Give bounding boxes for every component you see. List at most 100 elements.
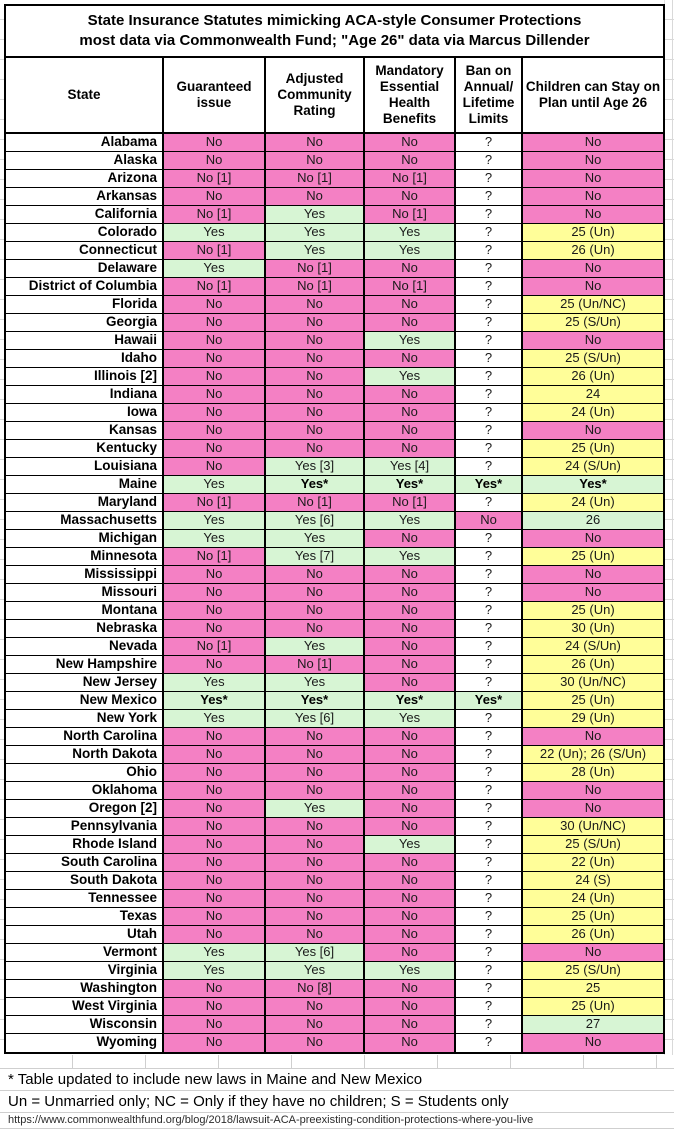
value-cell: No bbox=[365, 620, 456, 637]
value-cell: Yes* bbox=[365, 692, 456, 709]
value-cell: No bbox=[164, 656, 266, 673]
value-cell: No bbox=[523, 944, 663, 961]
value-cell: No bbox=[365, 764, 456, 781]
value-cell: 25 (Un/NC) bbox=[523, 296, 663, 313]
table-row: Kentucky No No No? 25 (Un) bbox=[6, 440, 663, 458]
value-cell: 25 (S/Un) bbox=[523, 962, 663, 979]
value-cell: Yes bbox=[365, 710, 456, 727]
table-row: Nevada No [1] Yes No? 24 (S/Un) bbox=[6, 638, 663, 656]
table-row: West Virginia No No No? 25 (Un) bbox=[6, 998, 663, 1016]
value-cell: No bbox=[266, 1016, 365, 1033]
value-cell: No bbox=[266, 1034, 365, 1052]
value-cell: No bbox=[365, 1034, 456, 1052]
value-cell: 25 (Un) bbox=[523, 602, 663, 619]
table-row: Louisiana No Yes [3] Yes [4]? 24 (S/Un) bbox=[6, 458, 663, 476]
value-cell: No bbox=[365, 566, 456, 583]
state-cell: Ohio bbox=[6, 764, 164, 781]
table-row: North Carolina No No No? No bbox=[6, 728, 663, 746]
value-cell: 24 (S/Un) bbox=[523, 638, 663, 655]
table-row: Arizona No [1] No [1] No [1]? No bbox=[6, 170, 663, 188]
value-cell: No bbox=[365, 422, 456, 439]
table-row: Kansas No No No? No bbox=[6, 422, 663, 440]
value-cell: 26 (Un) bbox=[523, 368, 663, 385]
value-cell: 26 bbox=[523, 512, 663, 529]
value-cell: No bbox=[523, 134, 663, 151]
value-cell: 25 (S/Un) bbox=[523, 314, 663, 331]
table-row: Virginia Yes Yes Yes? 25 (S/Un) bbox=[6, 962, 663, 980]
value-cell: 22 (Un); 26 (S/Un) bbox=[523, 746, 663, 763]
value-cell: Yes bbox=[266, 242, 365, 259]
value-cell: 26 (Un) bbox=[523, 242, 663, 259]
value-cell: No bbox=[365, 584, 456, 601]
value-cell: No bbox=[164, 908, 266, 925]
value-cell: No bbox=[164, 188, 266, 205]
source-url-link[interactable]: https://www.commonwealthfund.org/blog/20… bbox=[0, 1113, 674, 1129]
table-row: Illinois [2] No No Yes? 26 (Un) bbox=[6, 368, 663, 386]
value-cell: No bbox=[365, 998, 456, 1015]
title-line-1: State Insurance Statutes mimicking ACA-s… bbox=[87, 12, 582, 29]
value-cell: Yes bbox=[266, 800, 365, 817]
value-cell: 30 (Un) bbox=[523, 620, 663, 637]
value-cell: Yes bbox=[266, 674, 365, 691]
state-cell: Virginia bbox=[6, 962, 164, 979]
value-cell: No bbox=[266, 584, 365, 601]
value-cell: No bbox=[365, 656, 456, 673]
table-row: Oklahoma No No No? No bbox=[6, 782, 663, 800]
value-cell: No bbox=[266, 890, 365, 907]
state-cell: Hawaii bbox=[6, 332, 164, 349]
value-cell: ? bbox=[456, 530, 523, 547]
table-row: North Dakota No No No? 22 (Un); 26 (S/Un) bbox=[6, 746, 663, 764]
value-cell: No bbox=[365, 440, 456, 457]
value-cell: No bbox=[365, 386, 456, 403]
state-cell: California bbox=[6, 206, 164, 223]
table-row: Maine Yes Yes* Yes* Yes* Yes* bbox=[6, 476, 663, 494]
value-cell: No bbox=[164, 152, 266, 169]
value-cell: ? bbox=[456, 242, 523, 259]
value-cell: Yes* bbox=[456, 692, 523, 709]
table-row: Pennsylvania No No No? 30 (Un/NC) bbox=[6, 818, 663, 836]
value-cell: ? bbox=[456, 368, 523, 385]
value-cell: 24 (Un) bbox=[523, 494, 663, 511]
state-cell: New Jersey bbox=[6, 674, 164, 691]
state-cell: Texas bbox=[6, 908, 164, 925]
value-cell: No bbox=[365, 980, 456, 997]
state-cell: North Carolina bbox=[6, 728, 164, 745]
value-cell: 25 (Un) bbox=[523, 998, 663, 1015]
table-row: Minnesota No [1] Yes [7] Yes? 25 (Un) bbox=[6, 548, 663, 566]
value-cell: No bbox=[266, 764, 365, 781]
value-cell: Yes bbox=[266, 206, 365, 223]
state-cell: Wyoming bbox=[6, 1034, 164, 1052]
state-cell: South Dakota bbox=[6, 872, 164, 889]
value-cell: No bbox=[365, 908, 456, 925]
value-cell: 25 (Un) bbox=[523, 440, 663, 457]
value-cell: Yes bbox=[365, 548, 456, 565]
value-cell: No bbox=[266, 350, 365, 367]
value-cell: ? bbox=[456, 962, 523, 979]
table-row: New Hampshire No No [1] No? 26 (Un) bbox=[6, 656, 663, 674]
value-cell: No bbox=[365, 872, 456, 889]
state-cell: Nevada bbox=[6, 638, 164, 655]
value-cell: No [1] bbox=[266, 494, 365, 511]
value-cell: No bbox=[365, 260, 456, 277]
value-cell: 25 (Un) bbox=[523, 692, 663, 709]
value-cell: Yes bbox=[164, 530, 266, 547]
value-cell: Yes bbox=[164, 944, 266, 961]
value-cell: No bbox=[266, 314, 365, 331]
state-cell: Massachusetts bbox=[6, 512, 164, 529]
state-cell: Florida bbox=[6, 296, 164, 313]
value-cell: Yes bbox=[266, 962, 365, 979]
value-cell: Yes bbox=[164, 962, 266, 979]
value-cell: No bbox=[164, 926, 266, 943]
value-cell: No bbox=[164, 440, 266, 457]
table-row: Tennessee No No No? 24 (Un) bbox=[6, 890, 663, 908]
value-cell: ? bbox=[456, 800, 523, 817]
state-cell: Colorado bbox=[6, 224, 164, 241]
state-cell: Idaho bbox=[6, 350, 164, 367]
value-cell: No bbox=[266, 926, 365, 943]
value-cell: No bbox=[523, 782, 663, 799]
value-cell: No bbox=[456, 512, 523, 529]
table-row: Georgia No No No? 25 (S/Un) bbox=[6, 314, 663, 332]
value-cell: No bbox=[523, 422, 663, 439]
state-cell: Nebraska bbox=[6, 620, 164, 637]
value-cell: No bbox=[164, 998, 266, 1015]
